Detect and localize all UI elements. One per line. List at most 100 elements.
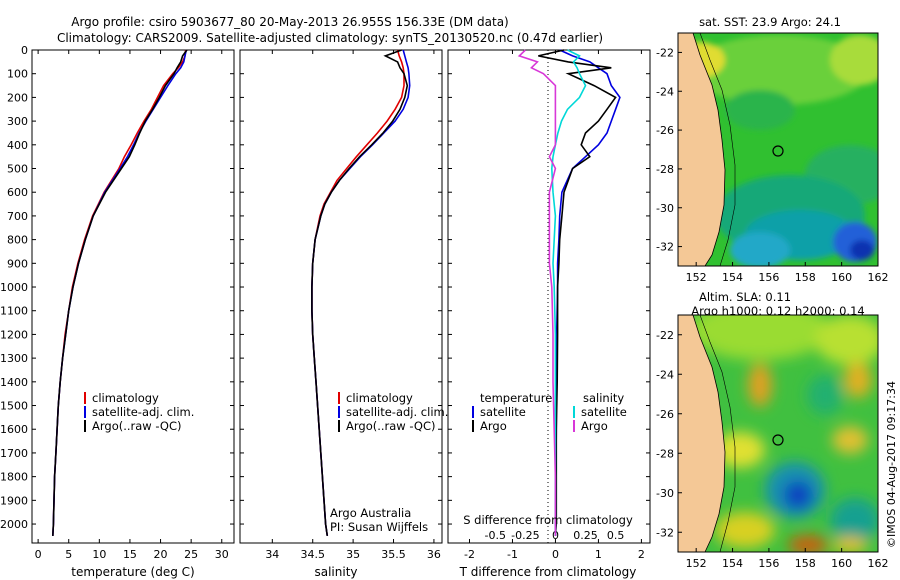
lat-tick-label: -32 xyxy=(656,526,674,539)
depth-tick-label: 1200 xyxy=(0,328,28,341)
legend-t-argo-label: Argo xyxy=(480,419,507,433)
sst-map-title: sat. SST: 23.9 Argo: 24.1 xyxy=(699,15,841,29)
depth-tick-label: 700 xyxy=(7,210,28,223)
t-difference-xlabel: T difference from climatology xyxy=(459,565,637,579)
lat-tick-label: -22 xyxy=(656,46,674,59)
legend-argo-label: Argo(..raw -QC) xyxy=(346,419,436,433)
legend-s-argo-label: Argo xyxy=(581,419,608,433)
lat-tick-label: -28 xyxy=(656,447,674,460)
series-argo-raw-qc- xyxy=(52,49,188,536)
x-tick-label: -1 xyxy=(507,548,518,561)
difference-legend: temperature salinity satellite Argo sate… xyxy=(472,391,627,433)
depth-tick-label: 900 xyxy=(7,257,28,270)
lon-tick-label: 154 xyxy=(722,557,743,570)
x-tick-label: 36 xyxy=(427,548,441,561)
temperature-profiles xyxy=(52,49,188,536)
depth-tick-label: 1600 xyxy=(0,423,28,436)
x-tick-label: 35.5 xyxy=(381,548,406,561)
salinity-profiles xyxy=(311,49,411,537)
salinity-xlabel: salinity xyxy=(314,565,357,579)
series-argo-raw-qc- xyxy=(311,49,409,537)
sla-map-frame xyxy=(677,314,879,553)
imos-credit: ©IMOS 04-Aug-2017 09:17:34 xyxy=(885,381,898,548)
temperature-panel: 0100200300400500600700800900100011001200… xyxy=(0,44,235,579)
x-tick-label: 20 xyxy=(154,548,168,561)
depth-tick-label: 600 xyxy=(7,186,28,199)
credit-argo-australia: Argo Australia xyxy=(330,506,411,520)
temperature-xlabel: temperature (deg C) xyxy=(71,565,194,579)
lat-tick-label: -26 xyxy=(656,124,674,137)
sst-map-frame xyxy=(677,32,879,267)
x-tick-label: 2 xyxy=(638,548,645,561)
x-tick-label: 34 xyxy=(265,548,279,561)
lat-tick-label: -26 xyxy=(656,408,674,421)
series-s-argo xyxy=(517,49,557,536)
depth-tick-label: 0 xyxy=(21,44,28,57)
difference-depth-ticks xyxy=(448,49,650,525)
sla-land xyxy=(678,315,726,552)
legend-satellite-label: satellite-adj. clim. xyxy=(346,405,448,419)
sla-argo-marker xyxy=(772,434,784,446)
salinity-legend: climatology satellite-adj. clim. Argo(..… xyxy=(338,391,448,433)
lon-tick-label: 158 xyxy=(795,271,816,284)
lat-tick-label: -22 xyxy=(656,329,674,342)
sla-coastline-isobath xyxy=(699,315,736,552)
sst-coastline-isobath xyxy=(699,33,736,266)
salinity-depth-ticks xyxy=(240,49,442,525)
salinity-axes xyxy=(239,49,443,544)
x-tick-label: -2 xyxy=(464,548,475,561)
sst-argo-marker xyxy=(772,145,784,157)
sst-land xyxy=(678,33,726,266)
s-tick-label: 0.25 xyxy=(573,529,598,542)
legend-argo-label: Argo(..raw -QC) xyxy=(92,419,182,433)
temperature-axis: 0 5 10 15 20 25 30 xyxy=(35,50,229,561)
difference-profiles xyxy=(517,49,621,536)
legend-climatology-label: climatology xyxy=(346,391,413,405)
credit-pi: PI: Susan Wijffels xyxy=(330,520,428,534)
sla-heatmap xyxy=(690,315,878,552)
depth-tick-label: 400 xyxy=(7,139,28,152)
depth-axis: 0 100 200 300 400 500 600 700 800 900 1000 1100 1200… xyxy=(0,44,234,531)
depth-tick-label: 2000 xyxy=(0,518,28,531)
depth-tick-label: 1100 xyxy=(0,305,28,318)
legend-satellite-label: satellite-adj. clim. xyxy=(92,405,194,419)
header-line1: Argo profile: csiro 5903677_80 20-May-20… xyxy=(71,15,509,29)
depth-tick-label: 1500 xyxy=(0,400,28,413)
x-tick-label: 25 xyxy=(184,548,198,561)
series-t-satellite xyxy=(554,49,621,536)
s-tick-label: -0.25 xyxy=(511,529,539,542)
sst-map-axes: 152 154 156 158 160 162 -22 -24 -26 -28 -30 -32 xyxy=(656,46,888,284)
x-tick-label: 0 xyxy=(35,548,42,561)
t-difference-axis: -2 -1 0 1 2 xyxy=(464,50,645,561)
depth-tick-label: 1700 xyxy=(0,447,28,460)
lon-tick-label: 160 xyxy=(831,557,852,570)
lon-tick-label: 156 xyxy=(758,271,779,284)
depth-tick-label: 100 xyxy=(7,68,28,81)
x-tick-label: 35 xyxy=(346,548,360,561)
sst-map-panel: sat. SST: 23.9 Argo: 24.1 152 154 156 158 16… xyxy=(656,15,888,284)
sla-map-title: Altim. SLA: 0.11 xyxy=(699,290,791,304)
lon-tick-label: 158 xyxy=(795,557,816,570)
legend-climatology-label: climatology xyxy=(92,391,159,405)
lat-tick-label: -30 xyxy=(656,202,674,215)
lat-tick-label: -30 xyxy=(656,487,674,500)
depth-tick-label: 1800 xyxy=(0,471,28,484)
x-tick-label: 10 xyxy=(92,548,106,561)
depth-tick-label: 1900 xyxy=(0,494,28,507)
x-tick-label: 0 xyxy=(552,548,559,561)
lat-tick-label: -28 xyxy=(656,163,674,176)
series-climatology xyxy=(311,49,405,537)
difference-axes xyxy=(447,49,651,544)
x-tick-label: 5 xyxy=(65,548,72,561)
header-line2: Climatology: CARS2009. Satellite-adjuste… xyxy=(57,31,603,45)
x-tick-label: 1 xyxy=(595,548,602,561)
lon-tick-label: 152 xyxy=(686,557,707,570)
depth-tick-label: 800 xyxy=(7,234,28,247)
difference-panel: -2 -1 0 1 2 -0.5 -0.25 0 0.25 0.5 S difference f… xyxy=(447,49,651,579)
depth-tick-label: 300 xyxy=(7,115,28,128)
lat-tick-label: -24 xyxy=(656,368,674,381)
legend-t-satellite-label: satellite xyxy=(480,405,526,419)
s-difference-label: S difference from climatology xyxy=(463,513,633,527)
lon-tick-label: 160 xyxy=(831,271,852,284)
salinity-panel: 34 34.5 35 35.5 36 salinity climatology sate… xyxy=(239,49,448,579)
